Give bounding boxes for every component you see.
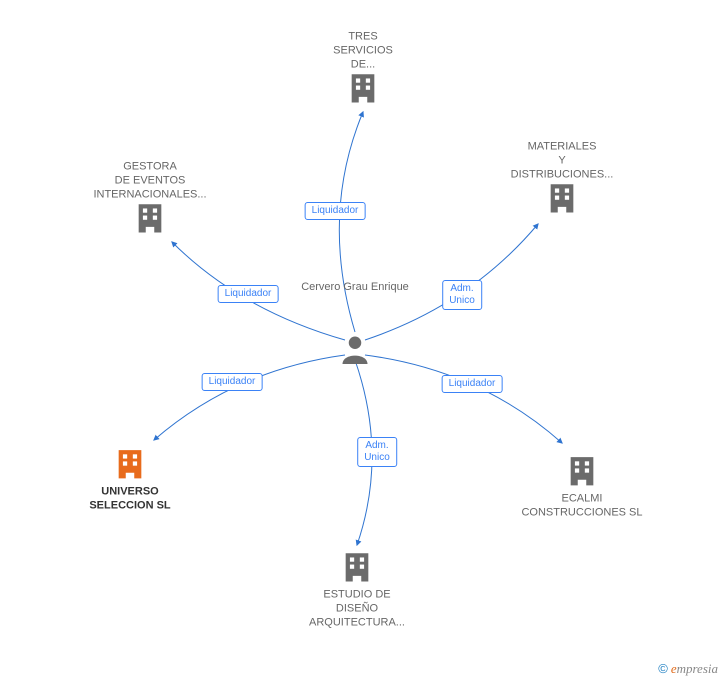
company-label: TRES SERVICIOS DE... — [293, 30, 433, 71]
building-icon — [113, 447, 147, 481]
company-node-ecalmi: ECALMI CONSTRUCCIONES SL — [512, 454, 652, 520]
company-node-materiales: MATERIALES Y DISTRIBUCIONES... — [492, 140, 632, 219]
center-person-icon — [340, 329, 370, 365]
building-icon — [340, 550, 374, 584]
company-label: GESTORA DE EVENTOS INTERNACIONALES... — [80, 160, 220, 201]
building-icon — [545, 182, 579, 216]
company-label: MATERIALES Y DISTRIBUCIONES... — [492, 140, 632, 181]
edge-label: Adm. Unico — [442, 280, 482, 310]
edge-label: Liquidador — [218, 285, 279, 303]
copyright-symbol: © — [658, 661, 668, 676]
company-label: UNIVERSO SELECCION SL — [60, 485, 200, 513]
edge-label: Liquidador — [442, 375, 503, 393]
company-label: ESTUDIO DE DISEÑO ARQUITECTURA... — [287, 588, 427, 629]
company-node-universo: UNIVERSO SELECCION SL — [60, 447, 200, 513]
building-icon — [133, 202, 167, 236]
edge-label: Adm. Unico — [357, 437, 397, 467]
edge-label: Liquidador — [305, 202, 366, 220]
company-node-estudio: ESTUDIO DE DISEÑO ARQUITECTURA... — [287, 550, 427, 629]
company-node-tres: TRES SERVICIOS DE... — [293, 30, 433, 109]
building-icon — [565, 454, 599, 488]
person-icon — [340, 333, 370, 365]
company-label: ECALMI CONSTRUCCIONES SL — [512, 492, 652, 520]
edge-label: Liquidador — [202, 373, 263, 391]
company-node-gestora: GESTORA DE EVENTOS INTERNACIONALES... — [80, 160, 220, 239]
watermark: ©empresia — [658, 661, 718, 677]
building-icon — [346, 72, 380, 106]
center-person-label: Cervero Grau Enrique — [301, 281, 409, 295]
watermark-rest: mpresia — [677, 661, 718, 676]
